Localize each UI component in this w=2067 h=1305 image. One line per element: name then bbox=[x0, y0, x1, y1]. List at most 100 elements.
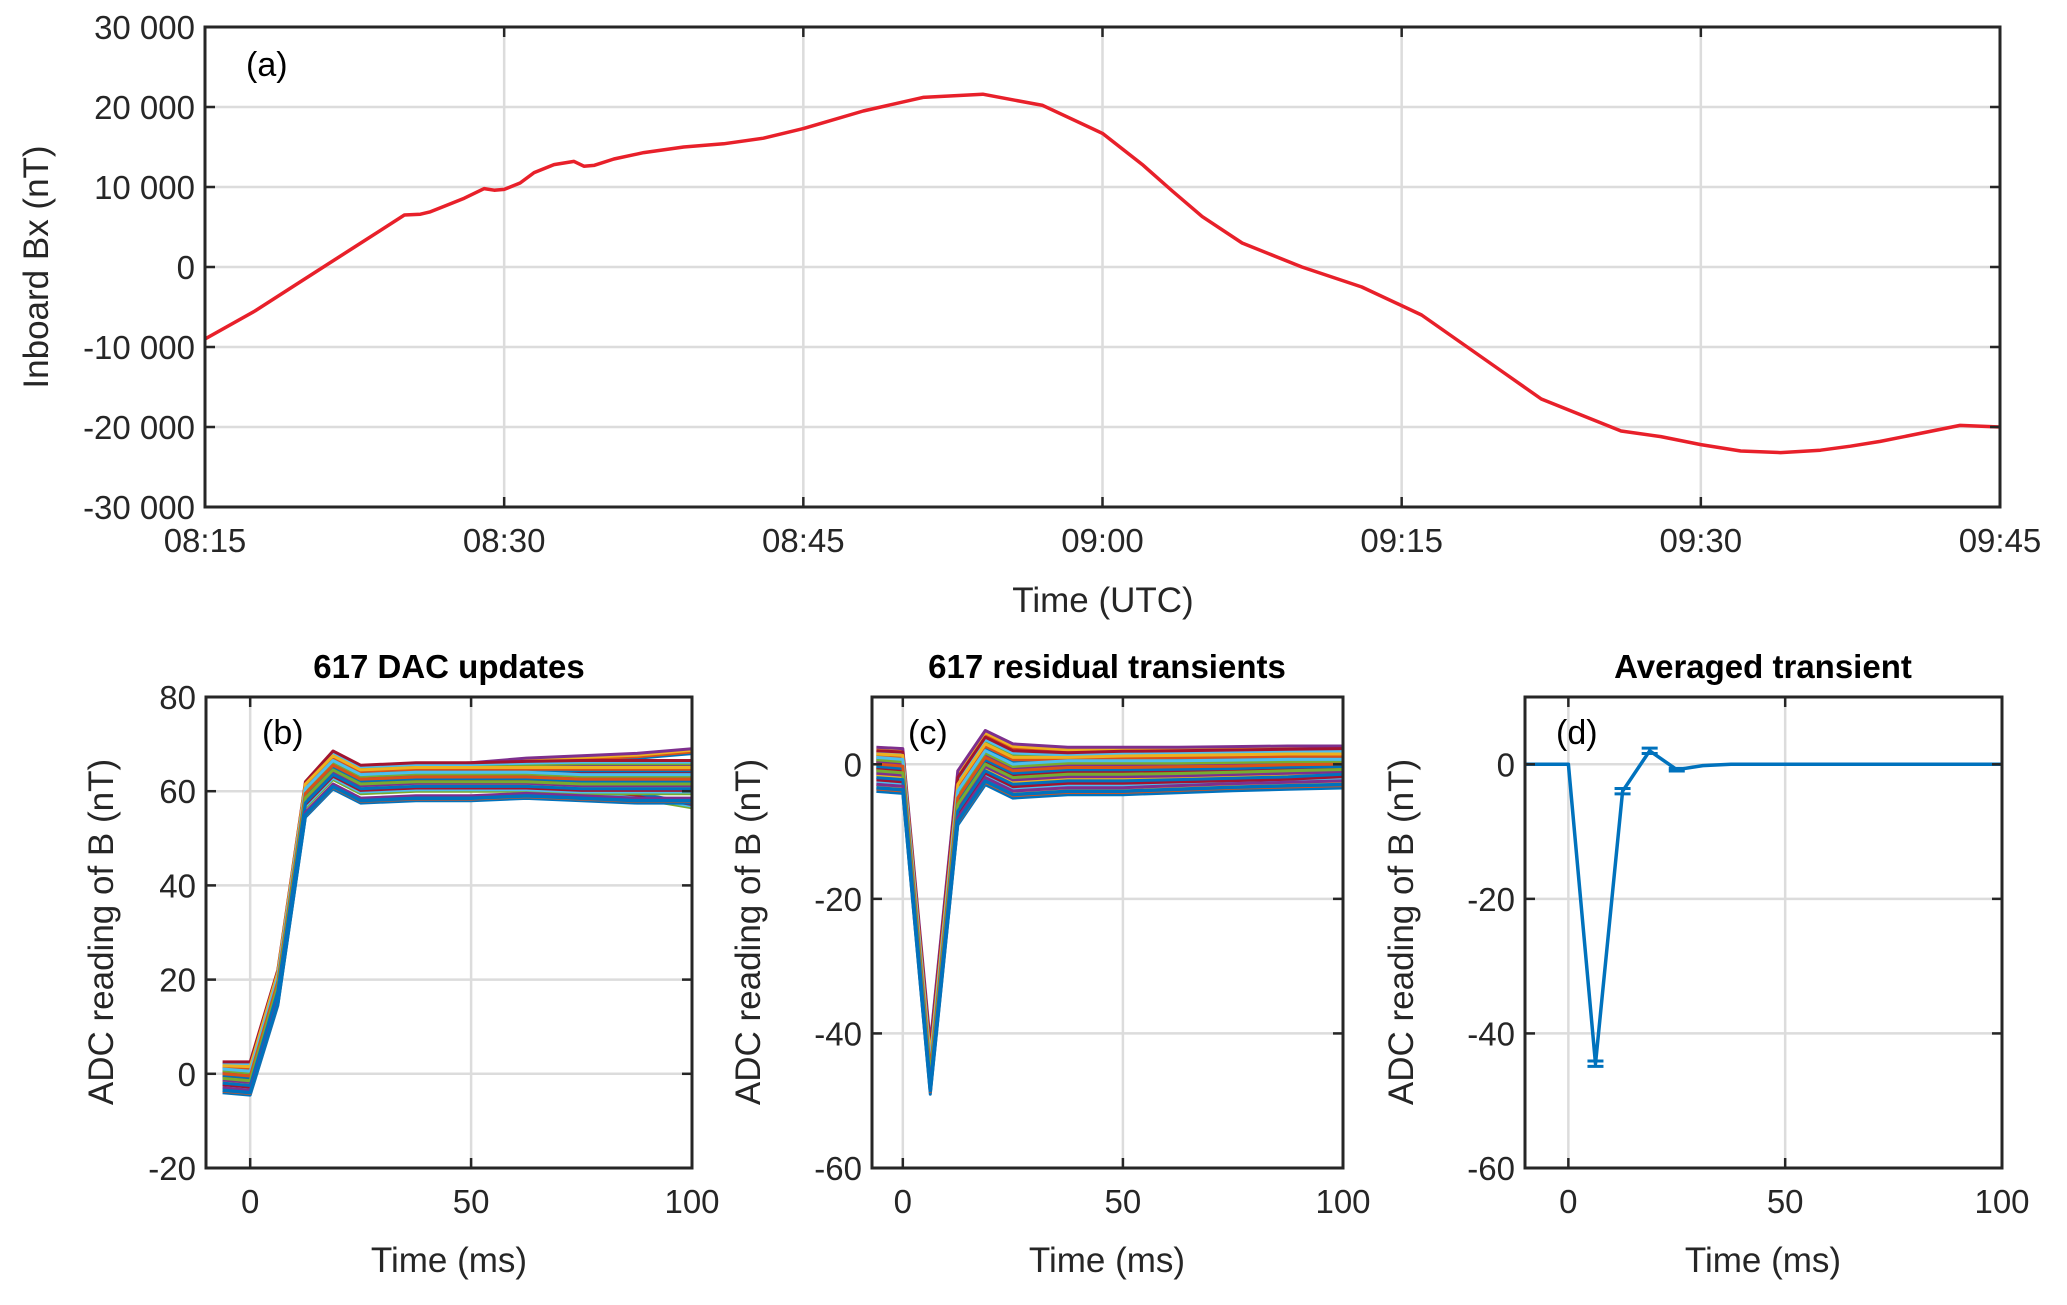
x-tick-label: 50 bbox=[453, 1183, 490, 1220]
panel-d-title: Averaged transient bbox=[1614, 648, 1912, 685]
transient-series-line bbox=[222, 785, 692, 1095]
y-tick-label: 20 bbox=[159, 962, 196, 999]
panel-c-xlabel: Time (ms) bbox=[1029, 1241, 1185, 1280]
y-tick-label: -60 bbox=[814, 1150, 862, 1187]
panel-b-xlabel: Time (ms) bbox=[371, 1241, 527, 1280]
y-tick-label: -20 bbox=[1467, 881, 1515, 918]
panel-d-axes-frame bbox=[1523, 695, 2004, 1170]
transient-series-line bbox=[222, 778, 692, 1092]
x-tick-label: 0 bbox=[894, 1183, 912, 1220]
panel-b-title: 617 DAC updates bbox=[313, 648, 584, 685]
transient-series-line bbox=[222, 765, 692, 1080]
y-tick-label: 40 bbox=[159, 867, 196, 904]
transient-series-line bbox=[222, 762, 692, 1077]
x-tick-label: 08:15 bbox=[164, 522, 247, 559]
x-tick-label: 0 bbox=[241, 1183, 259, 1220]
panel-d-ylabel: ADC reading of B (nT) bbox=[1382, 759, 1421, 1105]
x-tick-label: 09:45 bbox=[1959, 522, 2042, 559]
transient-series-line bbox=[222, 763, 692, 1077]
panel-b-ylabel: ADC reading of B (nT) bbox=[82, 759, 121, 1105]
y-tick-label: 0 bbox=[1497, 746, 1515, 783]
y-tick-label: 10 000 bbox=[94, 169, 195, 206]
x-tick-label: 0 bbox=[1559, 1183, 1577, 1220]
panel-c-title: 617 residual transients bbox=[928, 648, 1286, 685]
transient-series-line bbox=[222, 755, 692, 1070]
panel-a-inboard-bx: 08:15 08:30 08:45 09:00 09:15 09:30 09:45 -30 0… bbox=[17, 9, 2041, 620]
y-tick-label: -10 000 bbox=[83, 329, 195, 366]
x-tick-label: 09:30 bbox=[1660, 522, 1743, 559]
x-tick-label: 09:00 bbox=[1061, 522, 1144, 559]
transient-series-line bbox=[876, 779, 1343, 1093]
transient-series-line bbox=[222, 771, 692, 1085]
transient-series-line bbox=[222, 766, 692, 1080]
transient-series-line bbox=[222, 776, 692, 1091]
panel-b-dac-updates: 0 50 100 -20 0 20 40 60 80 617 DAC updates Time … bbox=[82, 648, 720, 1280]
transient-series-line bbox=[222, 763, 692, 1078]
panel-c-axes-frame bbox=[870, 695, 1345, 1170]
averaged-transient-line bbox=[1525, 749, 2002, 1066]
panel-b-ticks: 0 50 100 -20 0 20 40 60 80 bbox=[148, 679, 719, 1220]
transient-series-line bbox=[222, 782, 692, 1092]
panel-c-residual-transients: 0 50 100 -60 -40 -20 0 617 residual transients… bbox=[729, 648, 1371, 1280]
panel-b-series bbox=[222, 747, 692, 1097]
y-tick-label: 0 bbox=[844, 746, 862, 783]
panel-d-series bbox=[1525, 746, 2002, 1068]
transient-series-line bbox=[222, 759, 692, 1074]
y-tick-label: -60 bbox=[1467, 1150, 1515, 1187]
x-tick-label: 100 bbox=[1315, 1183, 1370, 1220]
y-tick-label: 80 bbox=[159, 679, 196, 716]
transient-series-line bbox=[222, 773, 692, 1088]
panel-c-label: (c) bbox=[908, 714, 948, 752]
panel-b-axes-frame bbox=[204, 695, 694, 1170]
panel-a-xlabel: Time (UTC) bbox=[1012, 581, 1193, 620]
transient-series-line bbox=[222, 759, 692, 1073]
panel-a-ylabel: Inboard Bx (nT) bbox=[17, 145, 56, 388]
y-tick-label: 60 bbox=[159, 773, 196, 810]
panel-a-series bbox=[205, 92, 2000, 455]
x-tick-label: 100 bbox=[1974, 1183, 2029, 1220]
panel-d-averaged-transient: 0 50 100 -60 -40 -20 0 Averaged transient Time… bbox=[1382, 648, 2030, 1280]
y-tick-label: -20 000 bbox=[83, 409, 195, 446]
panel-d-grid bbox=[1525, 697, 2002, 1168]
transient-series-line bbox=[222, 767, 692, 1082]
x-tick-label: 50 bbox=[1105, 1183, 1142, 1220]
transient-series-line bbox=[222, 770, 692, 1084]
transient-series-line bbox=[222, 766, 692, 1081]
panel-b-label: (b) bbox=[262, 714, 304, 752]
y-tick-label: -20 bbox=[148, 1150, 196, 1187]
panel-a-grid bbox=[205, 27, 2000, 507]
panel-c-ticks: 0 50 100 -60 -40 -20 0 bbox=[814, 697, 1371, 1220]
y-tick-label: -40 bbox=[1467, 1015, 1515, 1052]
y-tick-label: 0 bbox=[177, 249, 195, 286]
series-line-inboard-bx bbox=[205, 92, 2000, 455]
x-tick-label: 100 bbox=[664, 1183, 719, 1220]
transient-series-line bbox=[222, 757, 692, 1072]
transient-series-line bbox=[222, 768, 692, 1083]
transient-series-line bbox=[222, 769, 692, 1084]
panel-d-ticks: 0 50 100 -60 -40 -20 0 bbox=[1467, 697, 2030, 1220]
panel-a-label: (a) bbox=[246, 46, 288, 84]
y-tick-label: 20 000 bbox=[94, 89, 195, 126]
panel-d-label: (d) bbox=[1556, 714, 1598, 752]
x-tick-label: 09:15 bbox=[1360, 522, 1443, 559]
panel-c-ylabel: ADC reading of B (nT) bbox=[729, 759, 768, 1105]
transient-series-line bbox=[222, 787, 692, 1097]
transient-series-line bbox=[222, 784, 692, 1095]
transient-series-line bbox=[222, 773, 692, 1087]
transient-series-line bbox=[222, 761, 692, 1076]
y-tick-label: -40 bbox=[814, 1015, 862, 1052]
y-tick-label: 30 000 bbox=[94, 9, 195, 46]
x-tick-label: 50 bbox=[1767, 1183, 1804, 1220]
y-tick-label: -30 000 bbox=[83, 489, 195, 526]
transient-series-line bbox=[222, 774, 692, 1089]
transient-series-line bbox=[222, 760, 692, 1075]
transient-series-line bbox=[222, 784, 692, 1094]
panel-d-xlabel: Time (ms) bbox=[1685, 1241, 1841, 1280]
y-tick-label: -20 bbox=[814, 881, 862, 918]
transient-series-line bbox=[222, 763, 692, 1078]
transient-series-line bbox=[222, 768, 692, 1083]
transient-series-line bbox=[222, 771, 692, 1086]
transient-series-line bbox=[222, 764, 692, 1079]
x-tick-label: 08:30 bbox=[463, 522, 546, 559]
